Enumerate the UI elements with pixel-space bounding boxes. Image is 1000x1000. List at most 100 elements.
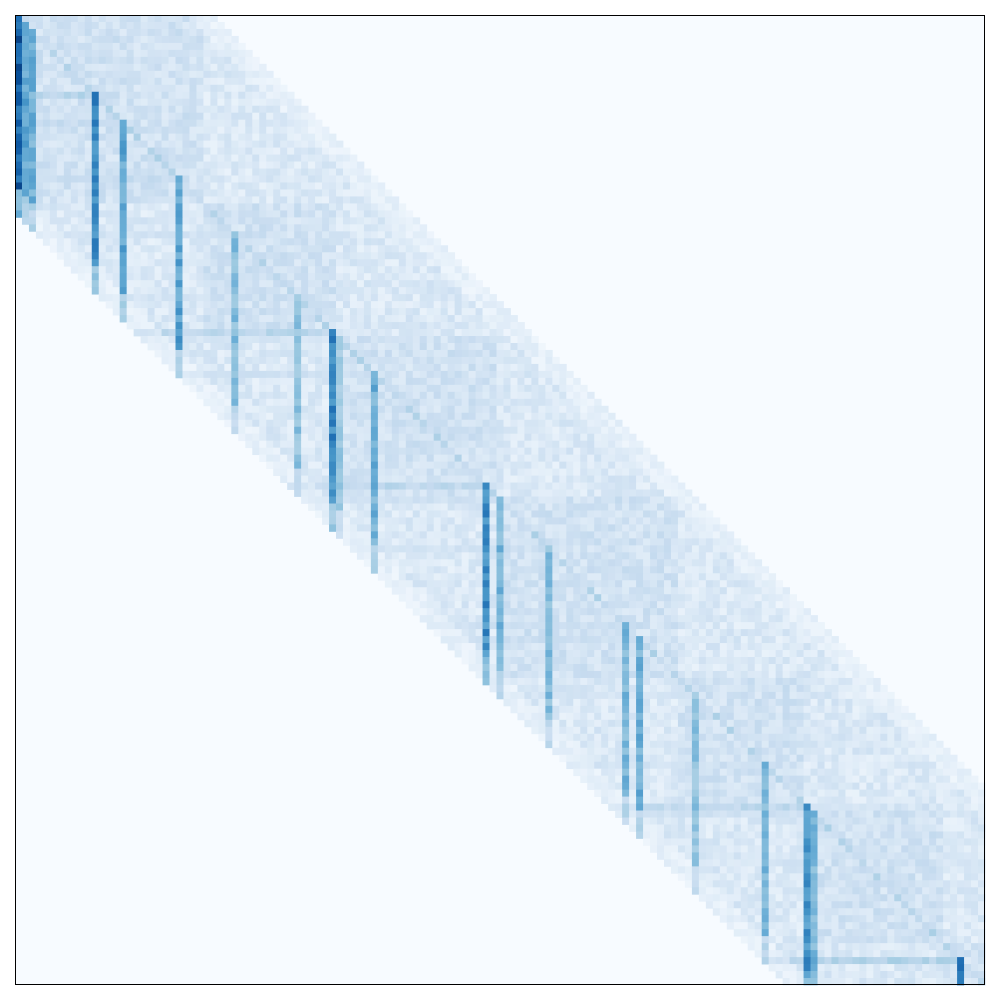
heatmap-cell — [712, 608, 721, 616]
heatmap-cell — [419, 252, 428, 260]
heatmap-cell — [189, 266, 197, 274]
heatmap-cell — [468, 461, 476, 469]
heatmap-cell — [349, 482, 358, 490]
heatmap-cell — [154, 91, 162, 100]
heatmap-cell — [370, 336, 379, 344]
heatmap-cell — [712, 573, 721, 581]
heatmap-cell — [217, 70, 225, 79]
heatmap-cell — [112, 266, 121, 274]
heatmap-cell — [245, 56, 253, 65]
heatmap-cell — [524, 412, 532, 421]
heatmap-cell — [356, 426, 365, 435]
heatmap-cell — [91, 49, 100, 58]
heatmap-cell — [754, 580, 763, 588]
heatmap-cell — [524, 356, 532, 365]
heatmap-cell — [175, 168, 183, 176]
heatmap-cell — [552, 594, 560, 602]
heatmap-cell — [615, 475, 623, 483]
heatmap-cell — [670, 594, 679, 602]
heatmap-cell — [461, 322, 469, 330]
heatmap-cell — [391, 433, 400, 442]
heatmap-cell — [112, 231, 121, 239]
heatmap-cell — [112, 140, 121, 148]
heatmap-cell — [531, 615, 539, 623]
heatmap-cell — [531, 503, 539, 511]
heatmap-cell — [426, 398, 435, 407]
heatmap-cell — [63, 133, 72, 142]
heatmap-cell — [475, 294, 483, 302]
heatmap-cell — [252, 336, 260, 344]
heatmap-cell — [280, 154, 288, 162]
heatmap-cell — [315, 322, 323, 330]
heatmap-cell — [622, 482, 630, 490]
heatmap-cell — [217, 384, 225, 393]
heatmap-cell — [538, 510, 546, 518]
heatmap-cell — [370, 349, 379, 358]
heatmap-cell — [35, 224, 44, 232]
heatmap-cell — [580, 650, 588, 658]
heatmap-cell — [552, 489, 560, 497]
heatmap-cell — [287, 301, 295, 309]
heatmap-cell — [301, 433, 309, 442]
heatmap-cell — [189, 301, 197, 309]
heatmap-cell — [84, 147, 93, 155]
heatmap-cell — [56, 49, 65, 58]
heatmap-cell — [238, 287, 246, 295]
heatmap-cell — [280, 84, 288, 93]
heatmap-cell — [398, 517, 407, 525]
heatmap-cell — [489, 594, 497, 602]
heatmap-cell — [77, 273, 86, 281]
heatmap-cell — [231, 112, 239, 121]
heatmap-cell — [650, 545, 658, 553]
heatmap-cell — [35, 105, 44, 114]
heatmap-cell — [336, 447, 344, 456]
heatmap-cell — [154, 98, 162, 107]
heatmap-cell — [363, 168, 372, 176]
heatmap-cell — [719, 663, 728, 672]
heatmap-cell — [238, 426, 246, 435]
heatmap-cell — [503, 489, 511, 497]
heatmap-cell — [622, 524, 630, 532]
heatmap-cell — [147, 342, 155, 351]
heatmap-cell — [517, 580, 525, 588]
heatmap-cell — [719, 559, 728, 567]
heatmap-cell — [63, 91, 72, 100]
heatmap-cell — [21, 112, 30, 121]
heatmap-cell — [524, 329, 532, 337]
heatmap-cell — [657, 587, 665, 595]
heatmap-cell — [636, 580, 644, 588]
heatmap-cell — [294, 377, 302, 386]
heatmap-cell — [280, 391, 288, 400]
heatmap-cell — [615, 545, 623, 553]
heatmap-cell — [503, 384, 511, 393]
heatmap-cell — [15, 196, 23, 204]
heatmap-cell — [594, 587, 602, 595]
heatmap-cell — [573, 552, 581, 560]
heatmap-cell — [503, 587, 511, 595]
heatmap-cell — [580, 475, 588, 483]
heatmap-cell — [433, 629, 442, 637]
heatmap-cell — [712, 594, 721, 602]
heatmap-cell — [650, 496, 658, 504]
heatmap-cell — [329, 231, 337, 239]
heatmap-cell — [412, 447, 421, 456]
heatmap-cell — [363, 559, 372, 567]
heatmap-cell — [370, 231, 379, 239]
heatmap-cell — [622, 517, 630, 525]
heatmap-cell — [510, 580, 518, 588]
heatmap-cell — [440, 454, 449, 463]
heatmap-cell — [203, 349, 211, 358]
heatmap-cell — [615, 629, 623, 637]
heatmap-cell — [538, 363, 546, 372]
heatmap-cell — [356, 315, 365, 323]
heatmap-cell — [566, 657, 574, 665]
heatmap-cell — [531, 559, 539, 567]
heatmap-cell — [238, 405, 246, 414]
heatmap-cell — [412, 433, 421, 442]
heatmap-cell — [426, 342, 435, 351]
heatmap-cell — [259, 280, 267, 288]
heatmap-cell — [356, 203, 365, 211]
heatmap-cell — [224, 370, 232, 379]
heatmap-cell — [342, 496, 351, 504]
heatmap-cell — [21, 217, 30, 225]
